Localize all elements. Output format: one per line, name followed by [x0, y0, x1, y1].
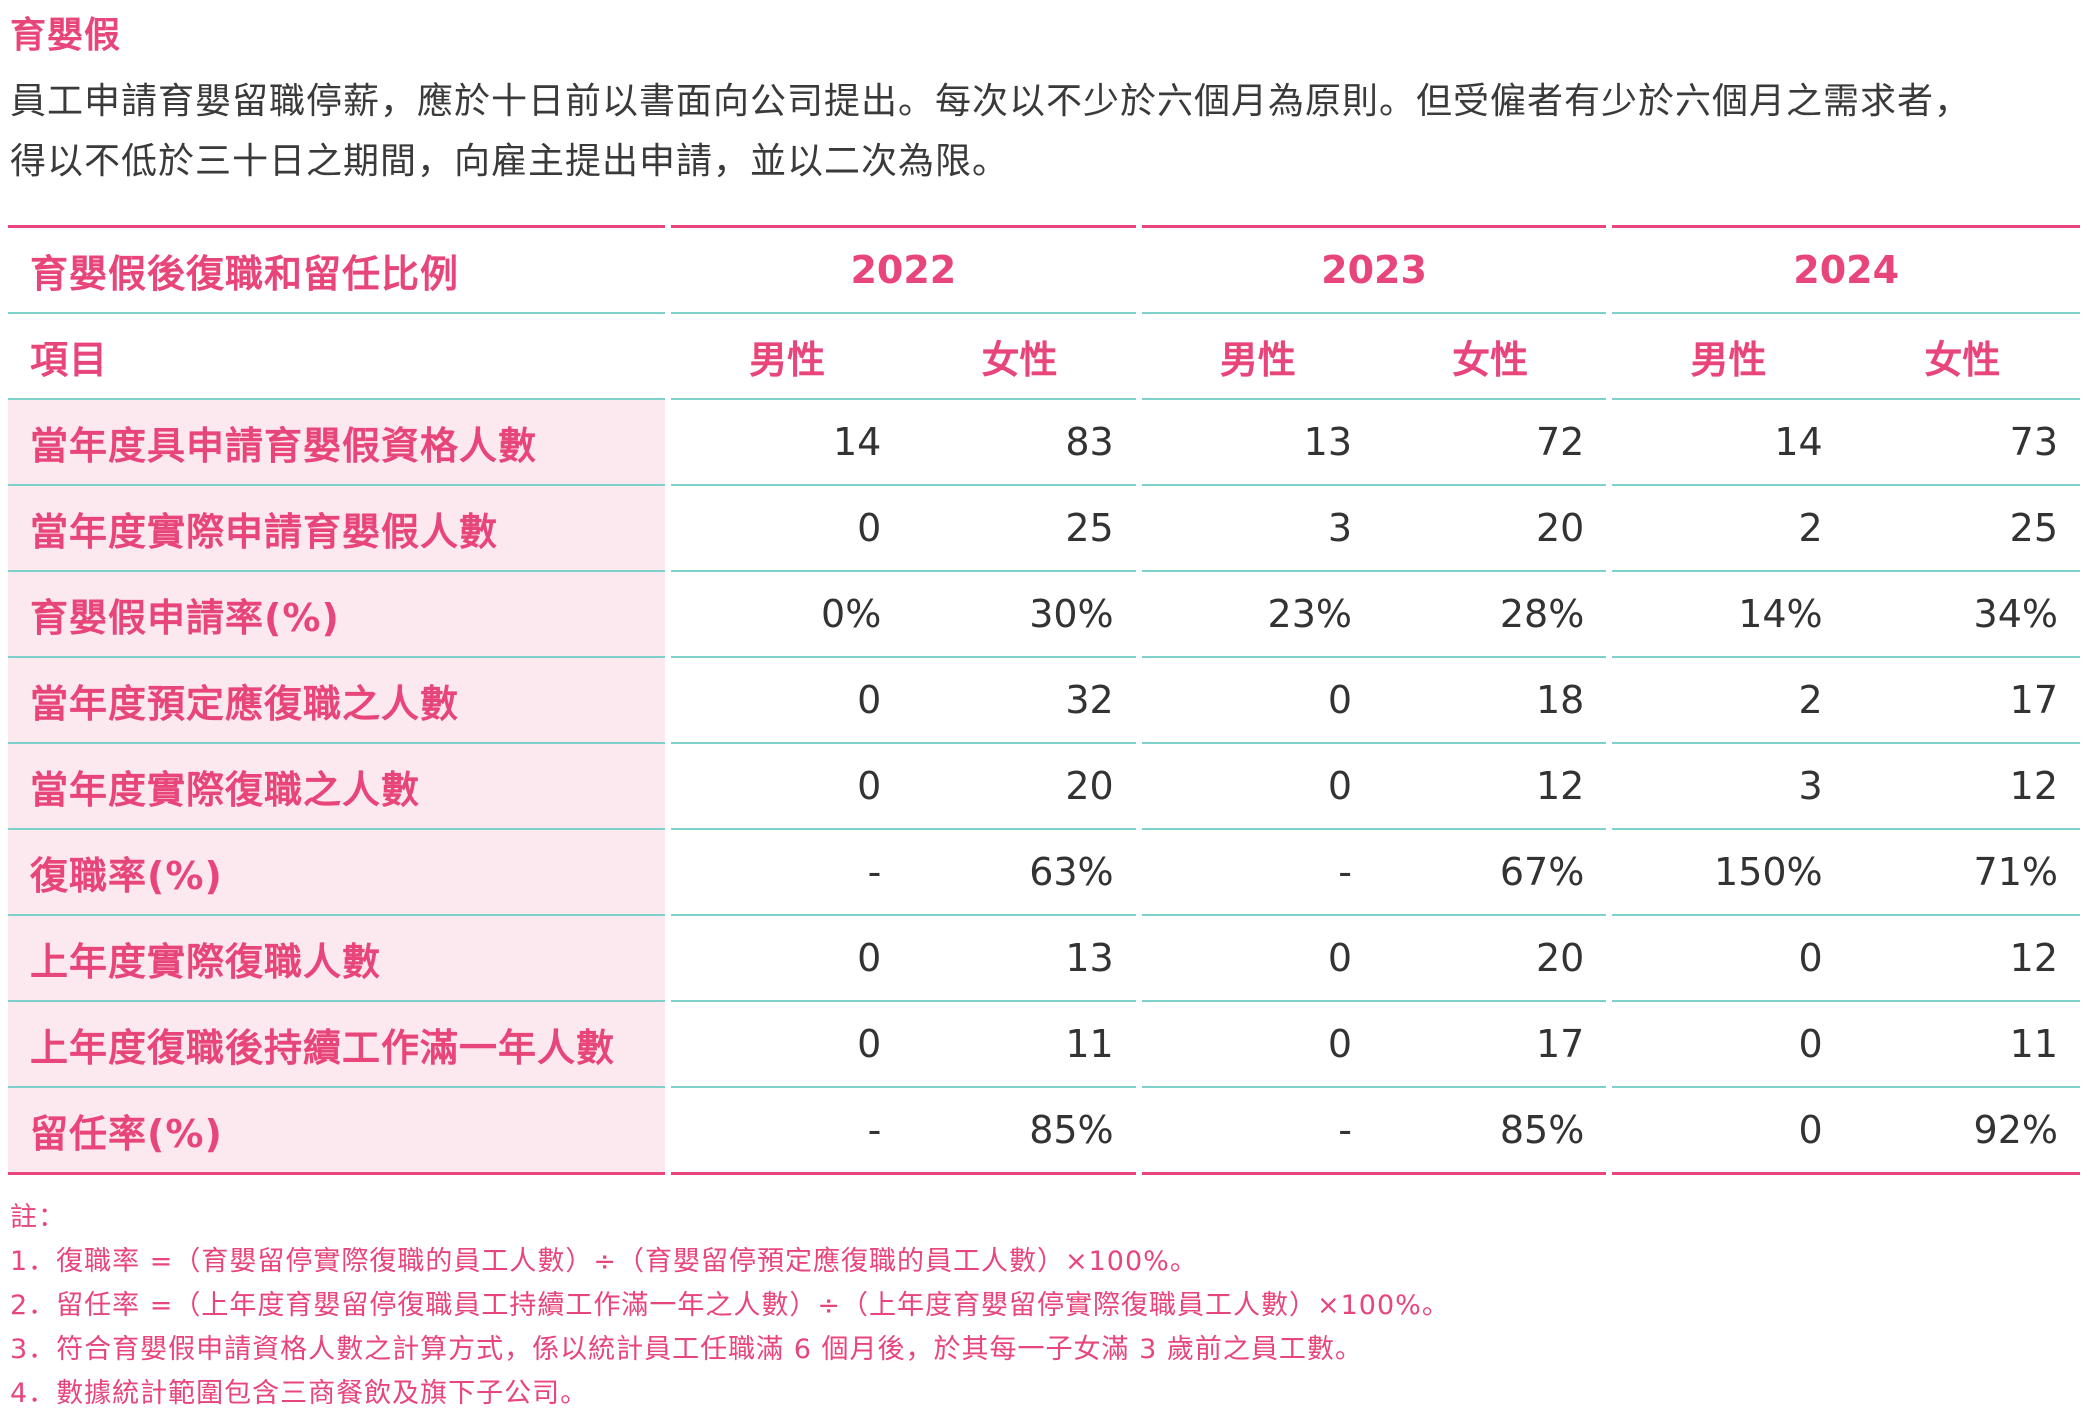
table-cell: 20 [903, 743, 1139, 830]
table-header-label: 育嬰假後復職和留任比例 [8, 226, 668, 314]
table-row: 上年度復職後持續工作滿一年人數 0 11 0 17 0 11 [8, 1001, 2081, 1088]
sex-header: 女性 [1844, 313, 2081, 400]
table-cell: - [668, 1087, 904, 1175]
table-cell: 20 [1374, 915, 1610, 1002]
table-cell: 0 [668, 657, 904, 744]
table-cell: 0 [1135, 743, 1374, 830]
table-cell: 0 [668, 1001, 904, 1088]
table-cell: 0 [1135, 915, 1374, 1002]
section-title: 育嬰假 [10, 15, 122, 56]
table-cell: 13 [903, 915, 1139, 1002]
footnote-item: 3．符合育嬰假申請資格人數之計算方式，係以統計員工任職滿 6 個月後，於其每一子… [10, 1334, 1363, 1365]
table-cell: 63% [903, 829, 1139, 916]
table-cell: 0 [1606, 1087, 1845, 1175]
table-cell: 92% [1844, 1087, 2081, 1175]
table-cell: 83 [903, 399, 1139, 486]
table-cell: 11 [1844, 1001, 2081, 1088]
table-row: 復職率(%) -63% -67% 150% 71% [8, 829, 2081, 916]
table-cell: 30% [903, 571, 1139, 658]
table-cell: 0 [668, 743, 904, 830]
table-cell: 23% [1135, 571, 1374, 658]
header-row-years: 育嬰假後復職和留任比例 2022 2023 2024 [8, 226, 2081, 314]
table-cell: 2 [1606, 485, 1845, 572]
table-cell: 17 [1844, 657, 2081, 744]
intro-paragraph: 員工申請育嬰留職停薪，應於十日前以書面向公司提出。每次以不少於六個月為原則。但受… [10, 72, 2080, 192]
sex-header: 男性 [1135, 313, 1374, 400]
row-label: 當年度預定應復職之人數 [8, 657, 671, 744]
table-cell: 0% [668, 571, 904, 658]
table-row: 當年度預定應復職之人數 0 32 0 18 2 17 [8, 657, 2081, 744]
intro-line-1: 員工申請育嬰留職停薪，應於十日前以書面向公司提出。每次以不少於六個月為原則。但受… [10, 81, 1972, 122]
table-cell: 0 [668, 915, 904, 1002]
table-cell: 3 [1135, 485, 1374, 572]
table-body: 當年度具申請育嬰假資格人數 14 83 13 72 14 73 當年度實際申請育嬰假人數 0 25… [8, 399, 2081, 1175]
table-cell: 0 [1606, 915, 1845, 1002]
table-cell: 20 [1374, 485, 1610, 572]
table-cell: 72 [1374, 399, 1610, 486]
footnote-item: 2．留任率 =（上年度育嬰留停復職員工持續工作滿一年之人數）÷（上年度育嬰留停實… [10, 1290, 1450, 1321]
table-cell: 11 [903, 1001, 1139, 1088]
table-cell: - [1135, 1087, 1374, 1175]
table-cell: 14 [1606, 399, 1845, 486]
row-label: 當年度具申請育嬰假資格人數 [8, 399, 671, 486]
table-row: 當年度實際復職之人數 0 20 0 12 3 12 [8, 743, 2081, 830]
table-cell: 17 [1374, 1001, 1610, 1088]
table-cell: 85% [1374, 1087, 1610, 1175]
table-cell: 14 [668, 399, 904, 486]
sex-header: 男性 [664, 313, 904, 400]
row-label: 育嬰假申請率(%) [8, 571, 671, 658]
row-label: 上年度復職後持續工作滿一年人數 [8, 1001, 671, 1088]
table-cell: 12 [1844, 743, 2081, 830]
year-header-2024: 2024 [1606, 226, 2081, 314]
year-header-2023: 2023 [1135, 226, 1610, 314]
table-cell: 71% [1844, 829, 2081, 916]
table-cell: 32 [903, 657, 1139, 744]
table-row: 上年度實際復職人數 0 13 0 20 0 12 [8, 915, 2081, 1002]
row-label: 上年度實際復職人數 [8, 915, 671, 1002]
table-cell: 67% [1374, 829, 1610, 916]
table-cell: 25 [1844, 485, 2081, 572]
table-row: 當年度具申請育嬰假資格人數 14 83 13 72 14 73 [8, 399, 2081, 486]
table-cell: 3 [1606, 743, 1845, 830]
table-cell: 2 [1606, 657, 1845, 744]
row-label: 留任率(%) [8, 1087, 671, 1175]
table-cell: 0 [1135, 657, 1374, 744]
table-cell: 0 [668, 485, 904, 572]
table-cell: - [1135, 829, 1374, 916]
year-header-2022: 2022 [665, 226, 1139, 314]
footnote-item: 1．復職率 =（育嬰留停實際復職的員工人數）÷（育嬰留停預定應復職的員工人數）×… [10, 1246, 1198, 1277]
table-cell: 18 [1374, 657, 1610, 744]
intro-line-2: 得以不低於三十日之期間，向雇主提出申請，並以二次為限。 [10, 141, 1010, 182]
table-cell: 14% [1606, 571, 1845, 658]
table-cell: 0 [1606, 1001, 1845, 1088]
table-cell: 85% [903, 1087, 1139, 1175]
table-cell: 12 [1844, 915, 2081, 1002]
table-cell: 28% [1374, 571, 1610, 658]
table-cell: 150% [1606, 829, 1845, 916]
sex-header: 女性 [903, 313, 1139, 400]
row-label: 復職率(%) [8, 829, 671, 916]
item-column-header: 項目 [8, 313, 668, 400]
footnote-item: 4．數據統計範圍包含三商餐飲及旗下子公司。 [10, 1378, 589, 1409]
header-row-sexes: 項目 男性 女性 男性 女性 男性 女性 [8, 313, 2081, 400]
table-cell: 73 [1844, 399, 2081, 486]
sex-header: 男性 [1606, 313, 1845, 400]
table-cell: 34% [1844, 571, 2081, 658]
table-row: 育嬰假申請率(%) 0% 30% 23% 28% 14% 34% [8, 571, 2081, 658]
footnotes: 註： 1．復職率 =（育嬰留停實際復職的員工人數）÷（育嬰留停預定應復職的員工人… [10, 1196, 1450, 1416]
parental-leave-table: 育嬰假後復職和留任比例 2022 2023 2024 項目 男性 女性 男性 女… [8, 225, 2081, 1175]
table-cell: 12 [1374, 743, 1610, 830]
footnotes-heading: 註： [10, 1202, 66, 1233]
table-row: 當年度實際申請育嬰假人數 0 25 3 20 2 25 [8, 485, 2081, 572]
table-cell: 0 [1135, 1001, 1374, 1088]
table-cell: 13 [1135, 399, 1374, 486]
row-label: 當年度實際申請育嬰假人數 [8, 485, 671, 572]
table-cell: 25 [903, 485, 1139, 572]
table-row: 留任率(%) -85% -85% 0 92% [8, 1087, 2081, 1175]
table-cell: - [668, 829, 904, 916]
sex-header: 女性 [1374, 313, 1610, 400]
row-label: 當年度實際復職之人數 [8, 743, 671, 830]
